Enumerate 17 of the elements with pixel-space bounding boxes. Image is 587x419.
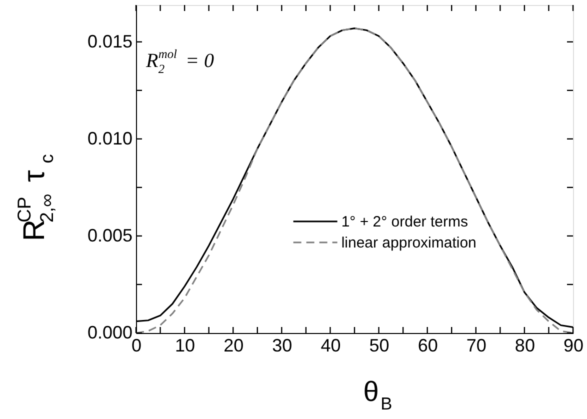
y-axis-title: R2,∞CP τc [14,154,57,242]
y-tick-label: 0.000 [87,322,132,342]
x-tick-label: 70 [466,336,486,356]
x-tick-label: 80 [514,336,535,356]
x-tick-label: 60 [418,336,438,356]
legend-label: 1° + 2° order terms [341,213,468,230]
y-tick-label: 0.005 [87,225,132,246]
x-tick-label: 10 [175,336,196,356]
y-tick-label: 0.010 [87,128,132,148]
x-tick-label: 50 [369,336,390,356]
legend-label: linear approximation [341,234,476,252]
y-tick-label: 0.015 [87,31,132,52]
x-tick-label: 90 [563,336,584,356]
x-tick-label: 20 [224,336,244,356]
x-tick-label: 0 [131,336,142,356]
x-tick-label: 40 [320,336,341,356]
x-tick-label: 30 [272,336,292,356]
